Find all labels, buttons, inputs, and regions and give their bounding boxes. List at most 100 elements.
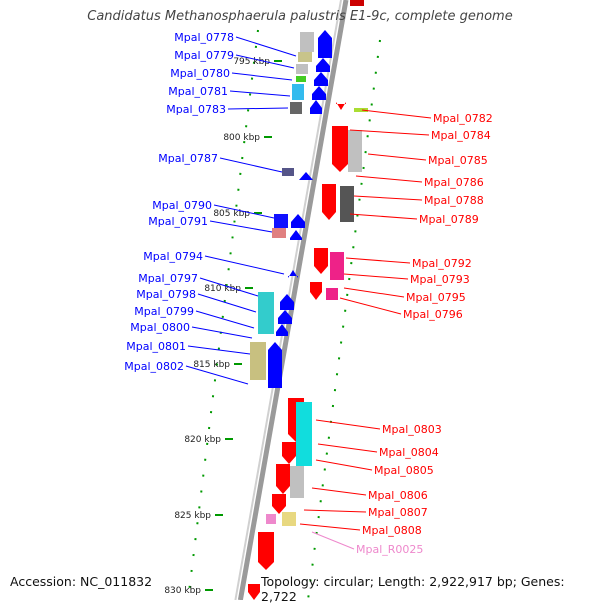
right-gene-feature — [354, 108, 368, 112]
left-gene-feature — [298, 52, 312, 62]
right-label-leader — [317, 443, 378, 453]
right-gene-arrow — [276, 464, 290, 494]
left-label-leader — [231, 72, 293, 81]
left-gene-label: Mpal_0778 — [174, 31, 234, 44]
left-gene-arrow — [318, 30, 332, 58]
left-gene-arrow — [291, 214, 305, 228]
right-gene-label: Mpal_0803 — [382, 423, 442, 436]
left-gene-arrow — [278, 310, 292, 324]
left-label-leader — [219, 157, 283, 173]
left-gene-label: Mpal_0791 — [148, 215, 208, 228]
left-label-leader — [235, 54, 295, 69]
left-label-leader — [204, 255, 285, 275]
right-gene-label: Mpal_0805 — [374, 464, 434, 477]
left-label-leader — [209, 220, 273, 233]
left-gene-feature — [282, 168, 294, 176]
left-label-leader — [229, 90, 291, 97]
left-gene-arrow — [276, 324, 288, 336]
scale-tick-label: 815 kbp — [193, 360, 230, 370]
right-gene-feature — [340, 186, 354, 222]
left-gene-label: Mpal_0783 — [166, 103, 226, 116]
right-gene-label: Mpal_0808 — [362, 524, 422, 537]
left-gene-label: Mpal_0790 — [152, 199, 212, 212]
left-gene-feature — [300, 32, 314, 52]
left-gene-arrow — [299, 172, 313, 180]
left-gene-feature — [274, 214, 288, 228]
left-gene-arrow — [280, 294, 294, 310]
left-gene-feature — [296, 64, 308, 74]
right-gene-feature — [282, 512, 296, 526]
left-gene-label: Mpal_0802 — [124, 360, 184, 373]
right-label-leader — [353, 195, 423, 201]
right-gene-label: Mpal_0786 — [424, 176, 484, 189]
left-label-leader — [195, 310, 255, 329]
left-gene-label: Mpal_0798 — [136, 288, 196, 301]
left-gene-arrow — [316, 58, 330, 72]
right-gene-feature — [326, 288, 338, 300]
right-label-leader — [339, 297, 402, 315]
scale-tick-label: 830 kbp — [164, 586, 201, 596]
scale-tick-label: 800 kbp — [223, 133, 260, 143]
left-label-leader — [191, 326, 253, 339]
left-label-leader — [185, 365, 249, 385]
left-gene-label: Mpal_0787 — [158, 152, 218, 165]
left-label-leader — [227, 107, 289, 110]
right-label-leader — [367, 153, 427, 161]
left-gene-label: Mpal_0780 — [170, 67, 230, 80]
right-gene-arrow — [310, 282, 322, 300]
map-title: Candidatus Methanosphaerula palustris E1… — [87, 9, 513, 24]
left-label-leader — [213, 204, 275, 219]
accession-text: Accession: NC_011832 — [10, 574, 153, 589]
left-gene-feature — [250, 342, 266, 380]
left-gene-label: Mpal_0781 — [168, 85, 228, 98]
left-label-leader — [197, 293, 257, 313]
right-gene-label: Mpal_0806 — [368, 489, 428, 502]
scale-tick-label: 825 kbp — [174, 511, 211, 521]
right-gene-label: Mpal_0782 — [433, 112, 493, 125]
right-label-leader — [315, 459, 373, 471]
right-gene-feature — [290, 466, 304, 498]
right-gene-arrow — [248, 584, 260, 600]
right-gene-label: Mpal_0793 — [410, 273, 470, 286]
right-label-leader — [315, 419, 381, 430]
left-label-leader — [187, 345, 251, 355]
right-label-leader — [361, 109, 432, 119]
left-gene-arrow — [314, 72, 328, 86]
left-gene-arrow — [290, 230, 302, 240]
left-gene-feature — [258, 292, 274, 334]
left-gene-label: Mpal_0794 — [143, 250, 203, 263]
right-gene-arrow — [314, 248, 328, 274]
right-label-leader — [303, 509, 367, 513]
left-gene-feature — [272, 228, 286, 238]
right-label-leader — [349, 213, 418, 220]
right-label-leader — [299, 523, 361, 531]
genome-backbone — [237, 0, 349, 601]
left-gene-label: Mpal_0799 — [134, 305, 194, 318]
right-gene-label: Mpal_R0025 — [356, 543, 423, 556]
right-label-leader — [349, 129, 430, 136]
right-gene-feature — [296, 402, 312, 466]
right-label-leader — [343, 287, 405, 298]
left-label-leader — [199, 277, 259, 297]
right-label-leader — [343, 273, 409, 280]
scale-tick-label: 820 kbp — [184, 435, 221, 445]
right-gene-label: Mpal_0795 — [406, 291, 466, 304]
right-label-leader — [311, 531, 355, 550]
right-gene-arrow — [282, 442, 296, 464]
scale-tick-label: 795 kbp — [233, 57, 270, 67]
left-gene-arrow — [310, 100, 322, 114]
left-gene-label: Mpal_0779 — [174, 49, 234, 62]
left-gene-arrow — [268, 342, 282, 388]
scale-tick-label: 805 kbp — [213, 209, 250, 219]
right-gene-feature — [330, 252, 344, 280]
right-gene-feature — [266, 514, 276, 524]
left-label-leader — [235, 36, 297, 57]
right-gene-label: Mpal_0796 — [403, 308, 463, 321]
left-gene-feature — [296, 76, 306, 82]
right-label-leader — [345, 257, 411, 264]
left-gene-label: Mpal_0797 — [138, 272, 198, 285]
right-gene-label: Mpal_0804 — [379, 446, 439, 459]
right-gene-arrow — [336, 102, 346, 110]
right-gene-label: Mpal_0785 — [428, 154, 488, 167]
